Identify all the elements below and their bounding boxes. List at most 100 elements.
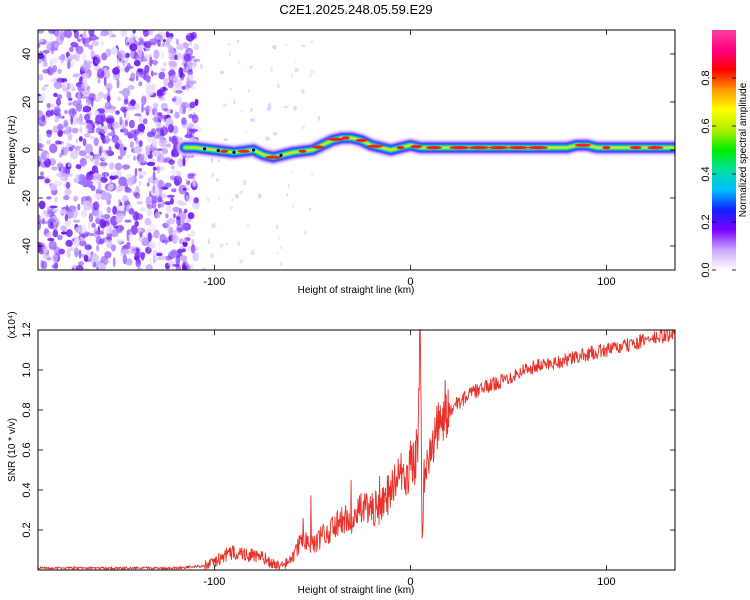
heatmap-cell: [38, 156, 42, 165]
heatmap-cell: [38, 95, 45, 103]
heatmap-cell: [169, 74, 177, 81]
ridge-peak: [508, 146, 529, 150]
heatmap-cell: [147, 30, 154, 36]
heatmap-cell: [115, 185, 124, 192]
heatmap-cell: [60, 53, 65, 61]
heatmap-cell: [129, 99, 136, 107]
heatmap-cell: [192, 177, 196, 187]
heatmap-cell: [140, 252, 146, 256]
heatmap-cell: [53, 59, 58, 65]
heatmap-cell: [75, 42, 79, 48]
heatmap-cell: [161, 49, 165, 60]
heatmap-cell: [145, 76, 151, 83]
heatmap-cell: [104, 101, 112, 110]
heatmap-cell: [67, 162, 72, 168]
heatmap-cell: [243, 179, 247, 186]
heatmap-cell: [73, 30, 79, 39]
heatmap-cell: [271, 45, 276, 49]
heatmap-cell: [176, 216, 180, 221]
heatmap-cell: [97, 68, 105, 79]
heatmap-cell: [78, 249, 82, 259]
heatmap-cell: [97, 79, 101, 84]
heatmap-cell: [40, 171, 44, 177]
heatmap-y-tick-label: -20: [21, 190, 33, 206]
heatmap-cell: [138, 170, 147, 176]
heatmap-cell: [116, 57, 120, 65]
heatmap-cell: [105, 171, 108, 179]
heatmap-cell: [64, 214, 69, 222]
heatmap-cell: [132, 30, 136, 34]
heatmap-cell: [40, 220, 48, 225]
heatmap-cell: [70, 115, 74, 125]
heatmap-cell: [168, 226, 174, 236]
heatmap-cell: [46, 129, 53, 135]
heatmap-cell: [95, 155, 101, 162]
heatmap-cell: [126, 241, 131, 247]
heatmap-cell: [73, 177, 80, 184]
ridge-peak: [425, 146, 442, 150]
heatmap-cell: [52, 208, 60, 212]
heatmap-cell: [79, 240, 87, 247]
heatmap-cell: [42, 61, 49, 67]
heatmap-cell: [156, 89, 164, 99]
heatmap-cell: [275, 225, 279, 230]
heatmap-y-tick-label: 20: [21, 96, 33, 108]
heatmap-cell: [168, 159, 175, 165]
heatmap-cell: [193, 197, 199, 204]
heatmap-cell: [186, 219, 192, 223]
heatmap-cell: [110, 46, 118, 55]
heatmap-cell: [309, 207, 312, 212]
heatmap-cell: [72, 74, 80, 78]
heatmap-cell: [138, 140, 143, 148]
heatmap-y-axis-label: Frequency (Hz): [7, 116, 18, 185]
heatmap-cell: [179, 211, 187, 221]
heatmap-cell: [192, 251, 199, 262]
heatmap-cell: [185, 178, 188, 182]
heatmap-cell: [217, 158, 220, 163]
heatmap-cell: [75, 102, 83, 112]
colorbar-tick-label: 0.2: [700, 214, 712, 229]
heatmap-cell: [87, 154, 94, 162]
heatmap-cell: [152, 184, 155, 194]
heatmap-cell: [210, 157, 214, 164]
heatmap-cell: [265, 136, 270, 142]
heatmap-cell: [98, 145, 104, 155]
heatmap-cell: [70, 208, 78, 219]
heatmap-cell: [106, 206, 111, 214]
snr-y-tick-label: 0.8: [21, 402, 33, 417]
colorbar-ticks: 0.0 0.2 0.4 0.6 0.8: [700, 70, 736, 278]
heatmap-cell: [173, 175, 183, 186]
heatmap-cell: [181, 248, 186, 253]
heatmap-cell: [123, 146, 127, 151]
heatmap-cell: [125, 105, 135, 112]
heatmap-cell: [171, 233, 178, 245]
heatmap-cell: [294, 61, 297, 64]
heatmap-cell: [147, 232, 152, 243]
heatmap-cell: [145, 82, 151, 89]
heatmap-cell: [158, 240, 162, 250]
heatmap-cell: [239, 190, 244, 195]
heatmap-cell: [160, 126, 168, 136]
heatmap-cell: [81, 209, 87, 218]
ridge-peak: [396, 146, 405, 150]
heatmap-cell: [185, 66, 189, 71]
heatmap-cell: [47, 237, 55, 242]
heatmap-cell: [117, 155, 123, 160]
heatmap-cell: [53, 81, 63, 90]
heatmap-cell: [91, 40, 100, 47]
ridge-peak: [367, 144, 384, 148]
heatmap-cell: [138, 227, 142, 234]
ridge-core: [216, 148, 220, 153]
heatmap-cell: [128, 231, 134, 242]
heatmap-cell: [109, 183, 114, 190]
heatmap-cell: [172, 206, 180, 213]
snr-panel: -100 0 100 0.2 0.4 0.6 0.8 1.0 1.2 Height of st…: [7, 311, 676, 596]
heatmap-cell: [53, 262, 59, 270]
heatmap-cell: [50, 78, 55, 83]
heatmap-cell: [153, 62, 158, 66]
heatmap-cell: [137, 236, 146, 242]
heatmap-cell: [273, 132, 278, 136]
heatmap-y-tick-label: 0: [21, 147, 33, 153]
heatmap-cell: [189, 134, 195, 139]
heatmap-cell: [84, 122, 93, 133]
